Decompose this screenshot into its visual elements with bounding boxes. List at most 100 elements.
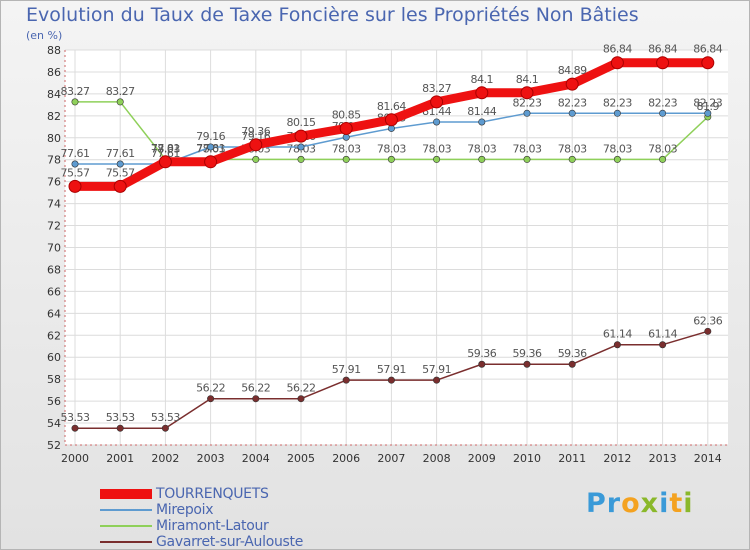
data-label: 78.03 (422, 142, 451, 155)
data-label: 83.27 (106, 85, 135, 98)
y-tick-label: 78 (47, 154, 61, 167)
data-point (387, 376, 395, 384)
data-label: 79.16 (196, 130, 225, 143)
data-point (433, 118, 441, 126)
data-point (565, 77, 579, 91)
data-point (297, 143, 305, 151)
data-label: 84.89 (558, 64, 587, 77)
data-point (568, 109, 576, 117)
legend-label: Mirepoix (156, 502, 214, 518)
data-label: 56.22 (241, 382, 270, 395)
x-tick-label: 2001 (106, 452, 134, 465)
y-tick-label: 64 (47, 307, 61, 320)
y-tick-label: 60 (47, 351, 61, 364)
data-point (656, 56, 670, 70)
data-point (701, 56, 715, 70)
data-label: 75.57 (106, 166, 135, 179)
data-label: 75.57 (61, 166, 90, 179)
data-point (433, 376, 441, 384)
data-label: 59.36 (467, 347, 496, 360)
legend-item: Miramont-Latour (100, 518, 303, 534)
data-label: 59.36 (513, 347, 542, 360)
data-point (339, 121, 353, 135)
data-point (568, 360, 576, 368)
data-label: 84.1 (516, 73, 539, 86)
data-label: 82.23 (648, 96, 677, 109)
data-point (659, 109, 667, 117)
y-tick-label: 82 (47, 110, 61, 123)
data-point (387, 155, 395, 163)
legend-swatch-miramont-latour (100, 525, 152, 527)
y-tick-label: 76 (47, 176, 61, 189)
data-label: 78.03 (603, 142, 632, 155)
x-tick-label: 2007 (377, 452, 405, 465)
x-tick-label: 2004 (242, 452, 270, 465)
x-tick-label: 2012 (603, 452, 631, 465)
data-label: 59.36 (558, 347, 587, 360)
y-tick-label: 54 (47, 417, 61, 430)
data-point (384, 113, 398, 127)
data-label: 56.22 (196, 382, 225, 395)
data-label: 81.64 (377, 100, 406, 113)
data-label: 57.91 (377, 363, 406, 376)
data-label: 86.84 (693, 43, 722, 56)
data-point (475, 86, 489, 100)
data-label: 83.27 (422, 82, 451, 95)
legend-label: Gavarret-sur-Aulouste (156, 534, 304, 550)
data-label: 86.84 (648, 43, 677, 56)
legend-swatch-gavarret (100, 541, 152, 543)
data-label: 57.91 (422, 363, 451, 376)
x-tick-label: 2006 (332, 452, 360, 465)
y-tick-label: 80 (47, 132, 61, 145)
legend-item: Gavarret-sur-Aulouste (100, 534, 303, 550)
data-point (613, 109, 621, 117)
y-tick-label: 84 (47, 88, 61, 101)
data-point (204, 155, 218, 169)
data-point (659, 341, 667, 349)
data-label: 57.91 (332, 363, 361, 376)
data-point (116, 160, 124, 168)
data-label: 82.23 (693, 96, 722, 109)
legend-swatch-tourrenquets (100, 489, 152, 499)
data-label: 77.61 (106, 147, 135, 160)
data-point (342, 376, 350, 384)
legend-item: TOURRENQUETS (100, 486, 303, 502)
data-point (252, 155, 260, 163)
data-label: 77.61 (151, 147, 180, 160)
data-label: 78.03 (558, 142, 587, 155)
data-label: 56.22 (287, 382, 316, 395)
data-label: 78.03 (332, 142, 361, 155)
data-point (68, 179, 82, 193)
data-label: 78.03 (377, 142, 406, 155)
data-label: 80.85 (332, 108, 361, 121)
data-point (523, 360, 531, 368)
data-point (252, 395, 260, 403)
y-tick-label: 66 (47, 285, 61, 298)
data-point (116, 424, 124, 432)
data-label: 82.23 (513, 96, 542, 109)
data-label: 78.03 (467, 142, 496, 155)
data-point (158, 155, 172, 169)
data-label: 86.84 (603, 43, 632, 56)
data-point (433, 155, 441, 163)
data-point (207, 395, 215, 403)
data-point (613, 155, 621, 163)
data-point (249, 138, 263, 152)
data-point (71, 98, 79, 106)
data-point (523, 109, 531, 117)
data-label: 78.03 (648, 142, 677, 155)
data-point (113, 179, 127, 193)
legend-item: Mirepoix (100, 502, 303, 518)
data-label: 82.23 (558, 96, 587, 109)
data-label: 78.03 (513, 142, 542, 155)
y-tick-label: 70 (47, 242, 61, 255)
data-label: 79.36 (241, 125, 270, 138)
y-tick-label: 52 (47, 439, 61, 452)
data-label: 83.27 (61, 85, 90, 98)
x-tick-label: 2008 (423, 452, 451, 465)
y-tick-label: 72 (47, 220, 61, 233)
data-label: 78.03 (151, 142, 180, 155)
data-point (342, 155, 350, 163)
x-tick-label: 2014 (694, 452, 722, 465)
